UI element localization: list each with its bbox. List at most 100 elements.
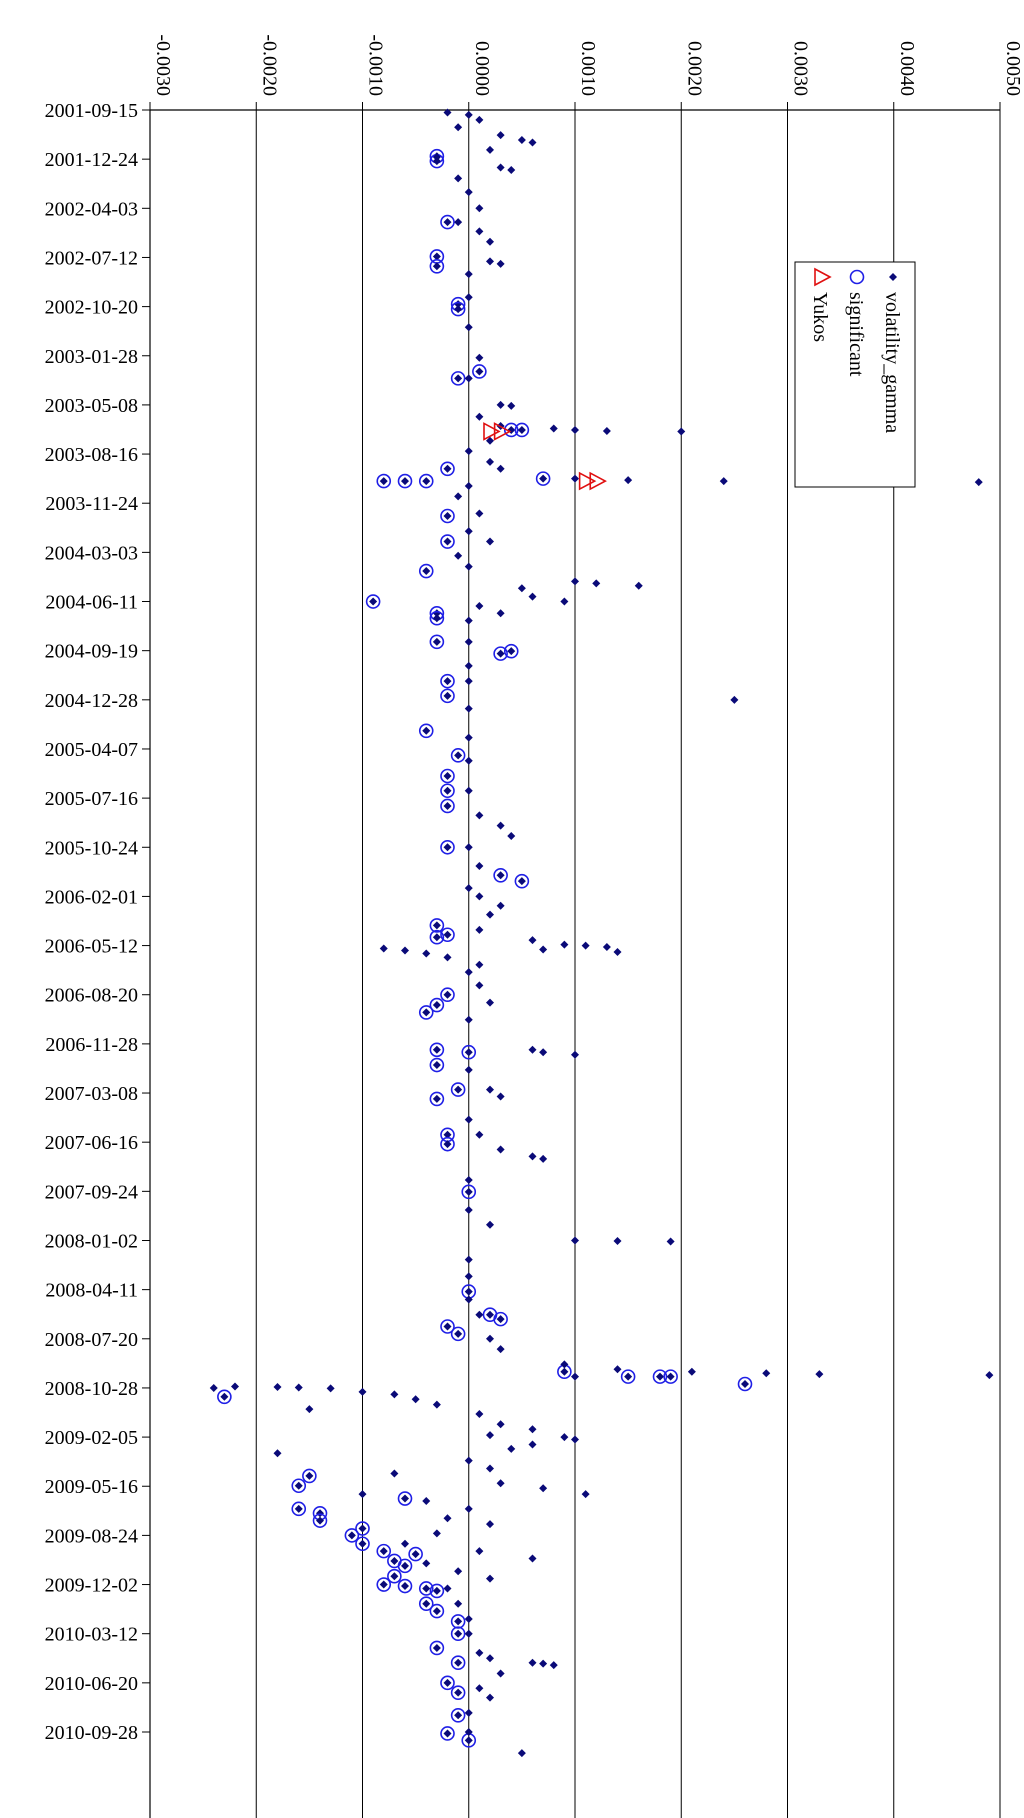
volatility-gamma-point — [464, 677, 473, 686]
volatility-gamma-point — [539, 945, 548, 954]
date-tick-label: 2003-05-08 — [45, 395, 138, 417]
volatility-gamma-point — [443, 677, 452, 686]
volatility-gamma-point — [316, 1509, 324, 1518]
volatility-gamma-point — [571, 1236, 579, 1245]
value-tick-label: 0.0050 — [1002, 41, 1024, 96]
significant-point — [429, 1583, 445, 1599]
volatility-gamma-point — [454, 492, 463, 501]
volatility-gamma-point — [273, 1449, 282, 1458]
volatility-gamma-point — [528, 1045, 537, 1054]
Yukos-point — [493, 422, 512, 441]
volatility-gamma-point — [464, 1065, 473, 1074]
volatility-gamma-point — [464, 374, 473, 383]
significant-point — [387, 1568, 402, 1584]
volatility-gamma-point — [496, 901, 505, 910]
significant-point — [440, 214, 455, 230]
legend-label-volatility-gamma: volatility_gamma — [881, 292, 903, 433]
significant-point — [440, 783, 455, 799]
volatility-gamma-point — [475, 412, 484, 421]
significant-point — [397, 1578, 413, 1594]
volatility-gamma-point — [496, 131, 505, 140]
volatility-gamma-point — [571, 425, 579, 434]
volatility-gamma-point — [486, 1220, 494, 1229]
volatility-gamma-point — [454, 123, 463, 132]
volatility-gamma-point — [528, 936, 537, 945]
volatility-gamma-point — [294, 1504, 303, 1513]
legend-marker-significant — [849, 269, 865, 285]
significant-point — [429, 1603, 445, 1619]
volatility-gamma-point — [666, 1237, 675, 1246]
value-tick-label: 0.0000 — [471, 41, 493, 96]
volatility-gamma-point — [624, 476, 633, 485]
volatility-gamma-point — [517, 877, 526, 886]
volatility-gamma-point — [539, 1484, 548, 1493]
significant-point — [493, 1311, 508, 1327]
volatility-gamma-point — [422, 1559, 431, 1568]
volatility-gamma-point — [443, 1678, 452, 1687]
volatility-gamma-point — [401, 477, 409, 486]
significant-point — [429, 1640, 445, 1656]
volatility-gamma-point — [496, 1145, 505, 1154]
significant-point — [440, 798, 455, 814]
volatility-gamma-point — [475, 204, 484, 213]
date-tick-label: 2008-04-11 — [45, 1280, 138, 1302]
volatility-gamma-point — [390, 1469, 399, 1478]
volatility-gamma-point — [475, 1310, 484, 1319]
significant-point — [429, 610, 445, 626]
volatility-gamma-point — [974, 478, 983, 487]
volatility-gamma-point — [464, 1728, 473, 1736]
value-tick-label: 0.0010 — [577, 41, 599, 96]
significant-point — [376, 473, 392, 489]
volatility-gamma-point — [581, 941, 590, 950]
volatility-gamma-point — [507, 831, 516, 840]
volatility-gamma-point — [464, 1115, 473, 1124]
volatility-gamma-point — [443, 691, 452, 700]
volatility-gamma-point — [443, 801, 452, 810]
volatility-gamma-point — [507, 165, 516, 174]
volatility-gamma-point — [486, 1654, 494, 1663]
significant-point — [429, 929, 445, 945]
legend-box — [794, 261, 916, 488]
volatility-gamma-point — [464, 704, 473, 713]
volatility-gamma-point — [422, 567, 431, 576]
volatility-gamma-point — [411, 1395, 420, 1404]
significant-point — [440, 1136, 455, 1152]
volatility-gamma-point — [464, 293, 473, 302]
significant-point — [461, 1184, 477, 1200]
volatility-gamma-point — [613, 947, 622, 956]
significant-point — [663, 1369, 678, 1384]
volatility-gamma-point — [432, 1400, 441, 1409]
volatility-gamma-point — [475, 601, 484, 610]
volatility-gamma-point — [454, 1617, 463, 1626]
date-tick-label: 2008-07-20 — [45, 1329, 138, 1351]
volatility-gamma-point — [539, 474, 548, 483]
volatility-gamma-point — [517, 135, 526, 144]
date-tick-label: 2007-09-24 — [45, 1181, 138, 1203]
value-tick-label: 0.0020 — [683, 41, 705, 96]
significant-point — [503, 643, 519, 659]
volatility-gamma-point — [358, 1524, 367, 1533]
value-tick-label: -0.0020 — [258, 34, 280, 96]
significant-point — [514, 873, 530, 889]
volatility-gamma-point — [273, 1382, 282, 1391]
volatility-gamma-point — [687, 1367, 696, 1376]
significant-point — [397, 1558, 413, 1574]
volatility-gamma-point — [475, 1547, 484, 1556]
Yukos-point — [589, 471, 607, 491]
volatility-gamma-point — [464, 637, 473, 646]
volatility-gamma-point — [401, 1582, 409, 1591]
volatility-gamma-point — [432, 1607, 441, 1616]
date-axis-ticks: 2001-09-15 2001-12-24 2002-04-03 2002-07-12… — [45, 100, 150, 1744]
volatility-gamma-point — [581, 1490, 590, 1499]
significant-point — [418, 1596, 434, 1612]
volatility-gamma-point — [496, 871, 505, 880]
volatility-gamma-point — [231, 1382, 239, 1391]
volatility-gamma-point — [464, 447, 473, 456]
legend-label-Yukos: Yukos — [809, 292, 831, 342]
significant-point — [397, 473, 413, 489]
volatility-gamma-point — [517, 425, 526, 434]
volatility-gamma-point — [390, 1556, 399, 1565]
volatility-gamma-point — [464, 968, 473, 977]
volatility-gamma-point — [390, 1572, 399, 1581]
volatility-gamma-point — [464, 1272, 473, 1281]
